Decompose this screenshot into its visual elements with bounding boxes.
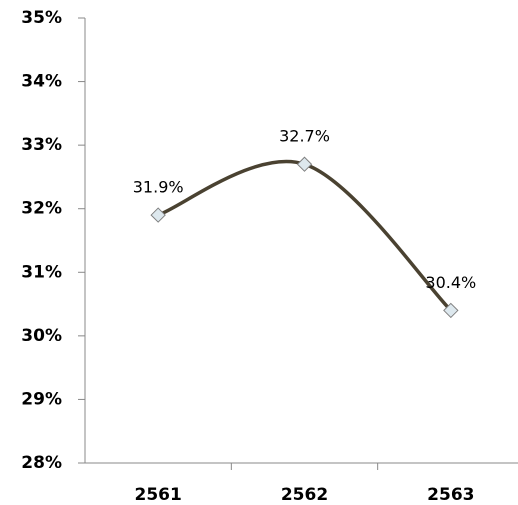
- marker: [150, 207, 166, 223]
- y-tick-label: 32%: [21, 199, 62, 219]
- x-tick-label: 2562: [281, 485, 328, 505]
- y-tick-label: 34%: [21, 72, 62, 92]
- y-tick-label: 33%: [21, 135, 62, 155]
- x-tick-label: 2563: [427, 485, 474, 505]
- y-tick-label: 28%: [21, 453, 62, 473]
- marker: [443, 302, 459, 319]
- marker: [296, 156, 313, 172]
- y-tick-label: 29%: [21, 389, 62, 409]
- data-label: 31.9%: [133, 178, 184, 197]
- line: [157, 159, 453, 312]
- data-label: 32.7%: [279, 127, 330, 146]
- y-tick-label: 31%: [21, 262, 62, 282]
- data-label: 30.4%: [425, 273, 476, 292]
- y-tick-label: 35%: [21, 8, 62, 28]
- y-tick-label: 30%: [21, 326, 62, 346]
- x-tick-label: 2561: [135, 485, 182, 505]
